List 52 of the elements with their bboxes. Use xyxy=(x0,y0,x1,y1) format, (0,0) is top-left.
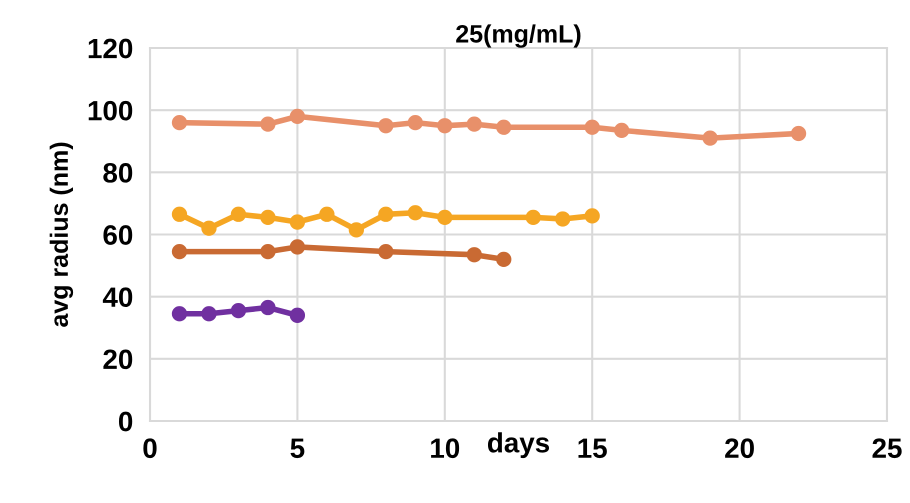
point xyxy=(201,306,217,322)
point xyxy=(290,308,306,323)
y-tick-label: 40 xyxy=(102,287,132,308)
point xyxy=(437,210,452,226)
point xyxy=(496,120,512,135)
x-tick-label: 0 xyxy=(143,438,157,458)
point xyxy=(201,220,217,236)
x-tick-label: 20 xyxy=(725,438,754,458)
y-tick-label: 80 xyxy=(103,163,132,183)
x-axis-title: days xyxy=(488,432,550,458)
point xyxy=(230,303,246,318)
point xyxy=(290,239,306,255)
point xyxy=(290,214,306,230)
chart-title: 25(mg/mL) xyxy=(456,24,580,48)
y-axis-title: avg radius (nm) xyxy=(50,142,74,327)
point xyxy=(172,114,188,130)
point xyxy=(260,244,276,260)
point xyxy=(408,114,423,130)
point xyxy=(378,244,394,260)
point xyxy=(584,120,600,135)
x-tick-label: 15 xyxy=(578,438,607,458)
y-tick-label: 120 xyxy=(88,38,132,58)
y-tick-label: 60 xyxy=(103,225,132,245)
point xyxy=(260,116,276,132)
point xyxy=(702,130,718,146)
y-tick-label: 0 xyxy=(118,412,132,432)
point xyxy=(408,205,423,220)
point xyxy=(466,247,482,262)
point xyxy=(437,118,452,134)
point xyxy=(230,206,246,222)
x-tick-label: 5 xyxy=(290,438,304,458)
point xyxy=(584,208,600,224)
point xyxy=(378,118,394,134)
point xyxy=(555,211,570,227)
point xyxy=(378,206,394,222)
point xyxy=(466,116,482,132)
point xyxy=(172,244,188,260)
x-tick-label: 10 xyxy=(431,438,460,458)
y-tick-label: 100 xyxy=(88,100,132,121)
point xyxy=(260,210,276,226)
point xyxy=(290,108,306,124)
point xyxy=(790,126,806,142)
point xyxy=(348,222,364,238)
point xyxy=(614,122,630,138)
y-tick-label: 20 xyxy=(103,350,132,370)
x-tick-label: 25 xyxy=(872,438,902,458)
point xyxy=(172,306,188,322)
point xyxy=(172,206,188,222)
point xyxy=(526,210,541,226)
point xyxy=(319,206,335,222)
point xyxy=(260,300,276,316)
point xyxy=(496,252,512,268)
